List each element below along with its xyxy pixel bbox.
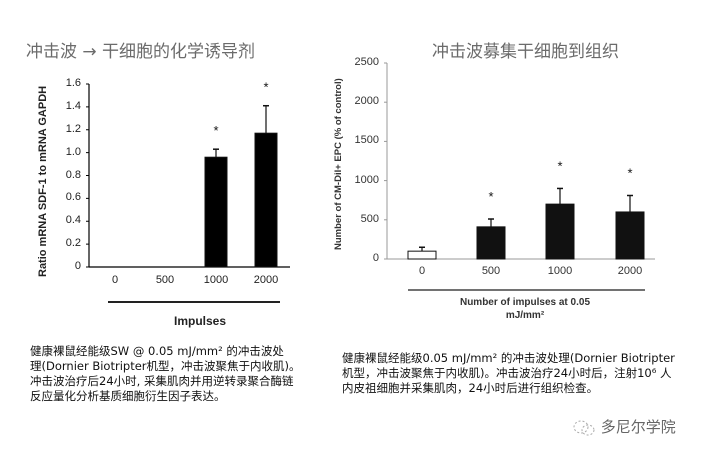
svg-text:*: * xyxy=(263,80,268,95)
wechat-icon xyxy=(572,419,596,437)
svg-text:*: * xyxy=(557,158,562,173)
left-caption-line: 反应量化分析基质细胞衍生因子表达。 xyxy=(30,389,226,403)
y-tick-label: 0.4 xyxy=(65,214,81,227)
left-chart-plot: ** xyxy=(86,80,290,303)
right-caption: 健康裸鼠经能级0.05 mJ/mm² 的冲击波处理(Dornier Biotri… xyxy=(342,351,675,396)
svg-text:*: * xyxy=(627,165,632,180)
x-tick-label: 1000 xyxy=(203,274,229,286)
right-caption-line: 机型，冲击波聚焦于内收肌)。冲击波治疗24小时后，注射10⁶ 人 xyxy=(342,366,672,380)
left-chart-xlabel: Impulses xyxy=(173,314,227,328)
y-tick-label: 1000 xyxy=(354,173,379,186)
right-panel-title: 冲击波募集干细胞到组织 xyxy=(432,42,619,62)
y-tick-label: 1.0 xyxy=(65,145,81,158)
y-tick-label: 1.4 xyxy=(65,99,81,112)
svg-text:*: * xyxy=(488,189,493,204)
y-tick-label: 0 xyxy=(74,260,81,272)
y-tick-label: 0.6 xyxy=(65,191,81,204)
watermark: 多尼尔学院 xyxy=(572,416,676,437)
x-tick-label: 2000 xyxy=(253,274,279,286)
left-caption-line: 理(Dornier Biotripter机型，冲击波聚焦于内收肌)。 xyxy=(30,359,301,373)
right-caption-line: 健康裸鼠经能级0.05 mJ/mm² 的冲击波处理(Dornier Biotri… xyxy=(342,351,675,365)
y-tick-label: 1500 xyxy=(354,134,379,147)
x-tick-label: 0 xyxy=(418,265,426,277)
right-chart-xlabel: Number of impulses at 0.05 mJ/mm² xyxy=(459,297,591,321)
left-panel-title: 冲击波 → 干细胞的化学诱导剂 xyxy=(26,42,256,62)
x-tick-label: 0 xyxy=(111,274,119,286)
y-tick-label: 1.2 xyxy=(65,122,81,135)
y-tick-label: 500 xyxy=(360,212,379,225)
y-tick-label: 0.8 xyxy=(65,168,81,181)
watermark-text: 多尼尔学院 xyxy=(600,418,676,436)
y-tick-label: 2000 xyxy=(354,95,379,108)
x-tick-label: 500 xyxy=(481,265,501,277)
left-caption: 健康裸鼠经能级SW @ 0.05 mJ/mm² 的冲击波处 理(Dornier … xyxy=(30,344,301,404)
y-tick-label: 0.2 xyxy=(65,237,81,250)
right-chart: Number of CM-DiI+ EPC (% of control) 0 50… xyxy=(333,56,655,321)
y-tick-label: 2500 xyxy=(354,56,379,68)
left-caption-line: 冲击波治疗后24小时, 采集肌肉并用逆转录聚合酶链 xyxy=(30,374,294,388)
svg-text:*: * xyxy=(213,123,218,138)
x-tick-label: 1000 xyxy=(547,265,573,277)
x-tick-label: 2000 xyxy=(617,265,643,277)
x-tick-label: 500 xyxy=(155,274,175,286)
y-tick-label: 0 xyxy=(372,252,379,264)
right-chart-plot: * * * xyxy=(384,62,655,291)
right-caption-line: 内皮祖细胞并采集肌肉，24小时后进行组织检查。 xyxy=(342,381,599,395)
y-tick-label: 1.6 xyxy=(65,77,81,89)
left-chart: Ratio mRNA SDF-1 to mRNA GAPDH 0 0.2 0.4 0.… xyxy=(0,0,330,340)
left-caption-line: 健康裸鼠经能级SW @ 0.05 mJ/mm² 的冲击波处 xyxy=(30,344,284,358)
